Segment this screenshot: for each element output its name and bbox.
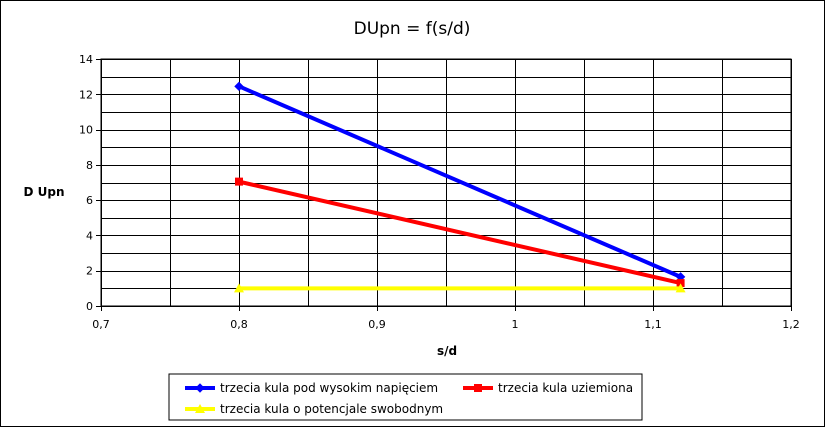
data-point-square	[235, 177, 243, 186]
y-tick-label: 6	[86, 194, 93, 207]
data-point-square	[676, 279, 685, 288]
y-tick-label: 12	[79, 88, 93, 101]
y-tick-label: 4	[86, 229, 93, 242]
data-point-triangle	[675, 283, 686, 293]
y-tick-label: 8	[86, 159, 93, 172]
legend-label: trzecia kula o potencjale swobodnym	[220, 402, 443, 416]
legend-box	[168, 373, 643, 421]
series-1	[234, 81, 686, 282]
series	[234, 81, 686, 293]
x-tick-label: 0,9	[368, 318, 386, 331]
data-point-diamond	[234, 81, 244, 92]
legend-label: trzecia kula uziemiona	[498, 381, 633, 395]
series-2	[235, 177, 685, 288]
x-tick-label: 0,8	[230, 318, 248, 331]
data-point-diamond	[195, 383, 205, 393]
tick-labels: 0 2 4 6 8 10 12 14 0,7 0,8 0,9 1 1,1 1,2	[79, 53, 800, 331]
series-line	[238, 179, 682, 286]
series-3	[234, 283, 686, 293]
x-tick-label: 1,2	[782, 318, 800, 331]
x-axis-label: s/d	[437, 344, 457, 358]
series-line	[238, 84, 682, 279]
y-axis-label: D Upn	[23, 185, 64, 199]
legend-label: trzecia kula pod wysokim napięciem	[220, 381, 438, 395]
y-tick-label: 2	[86, 265, 93, 278]
x-tick-label: 1,1	[644, 318, 662, 331]
chart-title: DUpn = f(s/d)	[354, 19, 471, 39]
y-tick-label: 14	[79, 53, 93, 66]
data-point-triangle	[234, 283, 244, 293]
data-point-square	[474, 384, 482, 392]
legend-item: trzecia kula o potencjale swobodnym	[185, 402, 443, 416]
legend-item: trzecia kula pod wysokim napięciem	[185, 381, 438, 395]
x-tick-label: 0,7	[92, 318, 110, 331]
plot-area	[100, 58, 792, 307]
x-tick-label: 1	[512, 318, 519, 331]
y-tick-label: 0	[86, 300, 93, 313]
y-tick-label: 10	[79, 124, 93, 137]
legend: trzecia kula pod wysokim napięciem trzeci…	[168, 373, 643, 421]
grid	[101, 59, 792, 307]
data-point-triangle	[195, 404, 205, 413]
legend-item: trzecia kula uziemiona	[463, 381, 633, 395]
